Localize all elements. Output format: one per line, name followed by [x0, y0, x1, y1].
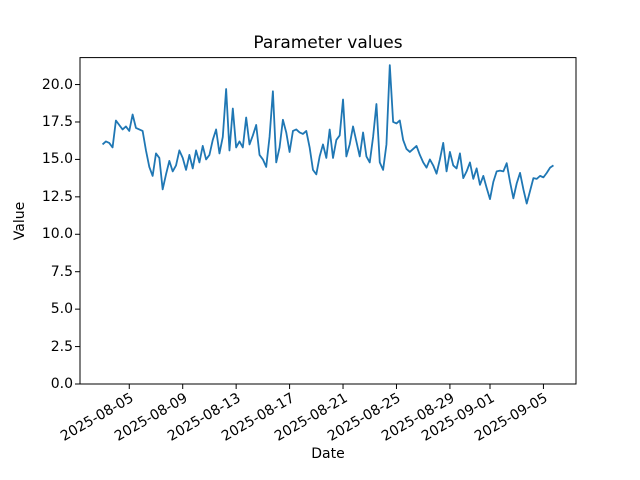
- y-tick-label: 2.5: [50, 338, 73, 355]
- y-tick-label: 15.0: [41, 151, 73, 168]
- tick-marks: [75, 84, 544, 389]
- data-line: [101, 64, 554, 205]
- y-tick-label: 17.5: [41, 113, 73, 130]
- y-tick-label: 7.5: [50, 263, 73, 280]
- y-tick-label: 0.0: [50, 376, 73, 392]
- chart-title: Parameter values: [253, 33, 403, 53]
- x-axis-label: Date: [311, 446, 345, 462]
- axes-spines: [79, 57, 577, 385]
- y-tick-label: 5.0: [50, 301, 73, 318]
- y-tick-label: 20.0: [41, 76, 73, 93]
- y-tick-label: 12.5: [41, 188, 73, 205]
- y-tick-label: 10.0: [41, 226, 73, 243]
